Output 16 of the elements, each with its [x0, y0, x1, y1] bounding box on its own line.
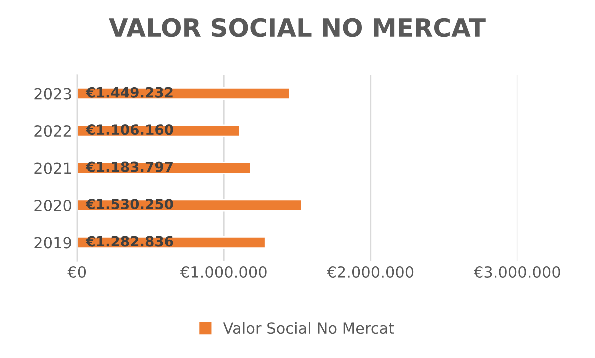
x-tick-label: €1.000.000 [180, 266, 267, 278]
x-tick-label: €3.000.000 [474, 266, 560, 278]
y-tick-label: 2023 [34, 88, 72, 100]
chart-title: VALOR SOCIAL NO MERCAT [109, 18, 486, 38]
y-tick-label: 2022 [34, 125, 71, 138]
data-label: €1.183.797 [86, 162, 173, 172]
y-tick-label: 2019 [34, 237, 72, 249]
data-label: €1.449.232 [86, 87, 173, 98]
x-tick-label: €0 [68, 266, 86, 278]
legend-label: Valor Social No Mercat [223, 322, 394, 334]
x-tick-label: €2.000.000 [327, 266, 414, 278]
data-label: €1.282.836 [86, 236, 174, 247]
data-label: €1.530.250 [86, 199, 174, 210]
y-tick-label: 2020 [34, 200, 72, 212]
y-tick-label: 2021 [34, 162, 72, 174]
data-label: €1.106.160 [86, 124, 174, 136]
